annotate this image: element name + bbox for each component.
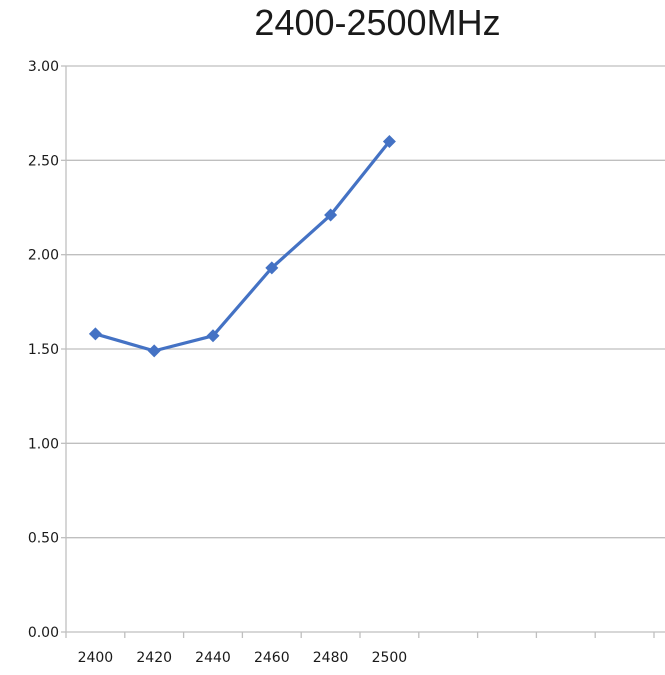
- x-tick-label-1: 2420: [136, 650, 172, 666]
- y-tick-label-4: 2.00: [28, 248, 59, 264]
- y-tick-label-5: 2.50: [28, 153, 59, 169]
- series-line-0: [93, 139, 391, 353]
- data-point-5: [382, 134, 396, 148]
- y-tick-label-1: 0.50: [28, 531, 59, 547]
- data-point-1: [147, 344, 161, 358]
- data-point-0: [88, 327, 102, 341]
- x-tick-label-3: 2460: [254, 650, 290, 666]
- data-point-3: [265, 261, 279, 275]
- data-point-2: [206, 329, 220, 343]
- x-tick-label-5: 2500: [372, 650, 408, 666]
- x-tick-label-0: 2400: [78, 650, 114, 666]
- x-tick-label-2: 2440: [195, 650, 231, 666]
- y-tick-label-0: 0.00: [28, 625, 59, 641]
- y-tick-label-3: 1.50: [28, 342, 59, 358]
- y-tick-label-6: 3.00: [28, 59, 59, 75]
- chart-title: 2400-2500MHz: [254, 2, 501, 43]
- data-point-4: [324, 208, 338, 222]
- y-tick-label-2: 1.00: [28, 436, 59, 452]
- x-tick-label-4: 2480: [313, 650, 349, 666]
